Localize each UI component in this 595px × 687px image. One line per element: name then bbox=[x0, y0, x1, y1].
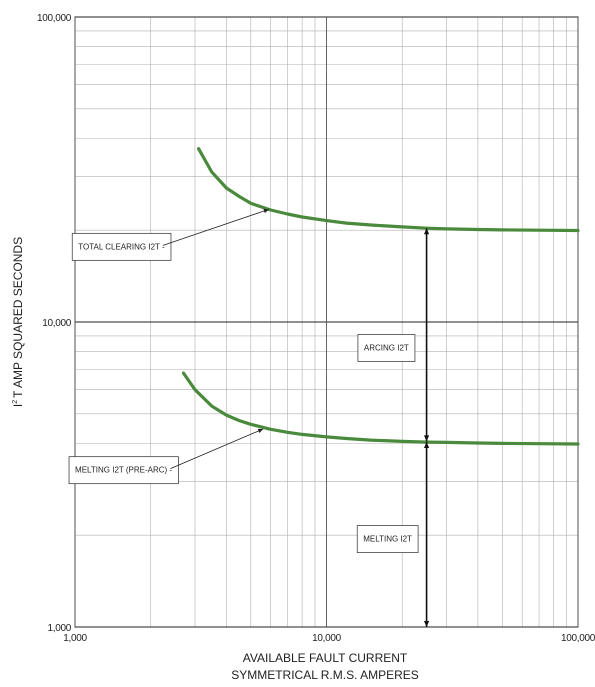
arrowhead bbox=[423, 621, 430, 627]
y-axis-title-base: I bbox=[11, 404, 25, 407]
annotation-box bbox=[356, 525, 419, 553]
x-axis-title-line1: AVAILABLE FAULT CURRENT bbox=[243, 651, 408, 665]
melting-i2t-label-box: MELTING I2T bbox=[356, 525, 419, 553]
leader-arrowhead bbox=[257, 428, 264, 433]
chart-grid bbox=[74, 16, 579, 628]
x-tick-label: 100,000 bbox=[561, 633, 595, 644]
x-tick-label: 10,000 bbox=[312, 633, 342, 644]
annotation-box bbox=[68, 456, 179, 485]
y-axis-title: I2 T AMP SQUARED SECONDS bbox=[11, 237, 25, 407]
melting-label-text: MELTING I2T (PRE-ARC) - bbox=[75, 466, 172, 475]
annotation-box bbox=[71, 232, 172, 261]
y-tick-label: 1,000 bbox=[47, 623, 71, 634]
arrowhead bbox=[423, 435, 430, 442]
melting-label-box: MELTING I2T (PRE-ARC) - bbox=[68, 428, 264, 485]
leader-arrowhead bbox=[263, 208, 269, 214]
leader-line bbox=[170, 428, 264, 470]
arrowhead bbox=[423, 228, 430, 235]
arcing-label-box: ARCING I2T bbox=[357, 334, 416, 362]
arrowhead bbox=[423, 442, 430, 449]
curve-melting bbox=[181, 371, 580, 446]
total-label-box: TOTAL CLEARING I2T - bbox=[71, 208, 269, 261]
y-tick-label: 100,000 bbox=[37, 13, 72, 24]
x-axis-title-line2: SYMMETRICAL R.M.S. AMPERES bbox=[231, 668, 419, 682]
arcing-label-text: ARCING I2T bbox=[364, 343, 409, 352]
y-axis-title-rest: T AMP SQUARED SECONDS bbox=[11, 237, 25, 398]
curve-total bbox=[197, 147, 580, 233]
chart-curves bbox=[181, 147, 580, 446]
melting-i2t-label-text: MELTING I2T bbox=[363, 535, 412, 544]
annotation-box bbox=[357, 334, 416, 362]
y-axis-title-sup: 2 bbox=[12, 400, 19, 404]
leader-line bbox=[162, 209, 269, 246]
total-label-text: TOTAL CLEARING I2T - bbox=[78, 242, 165, 251]
chart-tick-labels: 1,000 10,000 100,000 1,000 10,000 100,000 bbox=[37, 13, 595, 644]
y-tick-label: 10,000 bbox=[42, 318, 72, 329]
chart-annotations: TOTAL CLEARING I2T - MELTING I2T (PRE-ARC… bbox=[68, 208, 419, 553]
chart-arrows bbox=[423, 228, 430, 627]
x-tick-label: 1,000 bbox=[63, 633, 87, 644]
